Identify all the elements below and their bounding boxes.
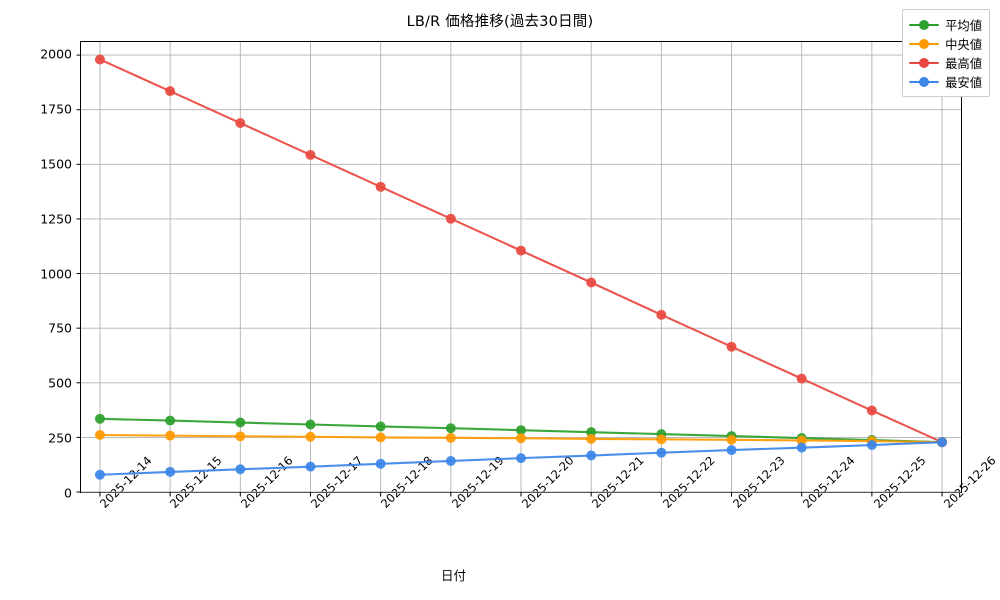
data-point-marker: [445, 432, 456, 443]
data-point-marker: [726, 434, 737, 445]
legend-dot-icon: [919, 76, 930, 87]
y-tick-label: 500: [48, 375, 72, 391]
x-tick-label: 2025-12-16: [237, 453, 296, 511]
legend-dot-icon: [919, 38, 930, 49]
data-point-marker: [445, 456, 456, 466]
x-tick-label: 2025-12-14: [97, 453, 155, 511]
data-point-marker: [726, 445, 737, 456]
data-point-marker: [866, 440, 877, 451]
y-tick-label: 250: [48, 430, 72, 446]
data-point-marker: [586, 277, 597, 288]
x-tick-label: 2025-12-22: [659, 453, 718, 511]
data-point-marker: [445, 423, 456, 434]
y-tick-label: 0: [64, 485, 72, 501]
data-point-marker: [94, 54, 105, 65]
x-tick-label: 2025-12-20: [519, 453, 577, 511]
data-point-marker: [165, 415, 176, 426]
data-point-marker: [235, 118, 246, 129]
legend-label: 最安値: [945, 75, 982, 90]
y-tick-label: 1750: [40, 101, 72, 117]
y-tick-label: 750: [48, 320, 72, 336]
data-point-marker: [656, 447, 667, 458]
data-series-layer: [94, 54, 948, 480]
legend-item-最高値[interactable]: 最高値: [909, 53, 982, 72]
plot-area: [76, 41, 962, 497]
data-point-marker: [726, 341, 737, 352]
x-tick-label: 2025-12-25: [870, 453, 929, 511]
data-point-marker: [445, 213, 456, 224]
data-point-marker: [375, 432, 386, 443]
x-tick-label: 2025-12-19: [448, 453, 507, 511]
data-point-marker: [796, 373, 807, 384]
data-point-marker: [796, 435, 807, 446]
data-point-marker: [656, 309, 667, 320]
data-point-marker: [375, 421, 386, 432]
legend-label: 最高値: [945, 56, 982, 71]
y-tick-label: 1500: [40, 156, 72, 172]
x-tick-label: 2025-12-17: [308, 453, 366, 511]
data-point-marker: [94, 430, 105, 440]
chart-title: LB/R 価格推移(過去30日間): [406, 14, 594, 30]
data-point-marker: [165, 86, 176, 97]
x-tick-label: 2025-12-24: [800, 453, 858, 511]
x-axis-label: 日付: [441, 568, 467, 583]
x-tick-label: 2025-12-23: [730, 453, 788, 511]
legend-swatch-icon: [909, 56, 940, 70]
data-point-marker: [305, 431, 316, 442]
data-point-marker: [94, 413, 105, 424]
x-tick-label: 2025-12-15: [167, 453, 225, 511]
legend-item-最安値[interactable]: 最安値: [909, 72, 982, 91]
data-point-marker: [375, 181, 386, 192]
legend-swatch-icon: [909, 75, 940, 89]
legend-item-平均値[interactable]: 平均値: [909, 15, 982, 34]
legend-dot-icon: [919, 19, 930, 30]
data-point-marker: [937, 437, 948, 448]
legend-swatch-icon: [909, 37, 940, 51]
data-point-marker: [165, 466, 176, 477]
data-point-marker: [586, 450, 597, 461]
x-tick-label: 2025-12-21: [589, 453, 647, 511]
data-point-marker: [305, 149, 316, 160]
legend-dot-icon: [919, 57, 930, 68]
data-point-marker: [235, 431, 246, 442]
data-point-marker: [516, 453, 526, 464]
data-point-marker: [235, 464, 246, 475]
data-point-marker: [516, 245, 526, 256]
data-point-marker: [305, 419, 316, 430]
y-tick-label: 2000: [40, 46, 72, 62]
data-point-marker: [305, 461, 316, 472]
data-point-marker: [516, 433, 526, 444]
y-tick-label: 1000: [40, 266, 72, 282]
data-point-marker: [165, 430, 176, 441]
y-tick-label: 1250: [40, 211, 72, 227]
data-point-marker: [656, 434, 667, 445]
data-point-marker: [235, 417, 246, 428]
x-tick-label: 2025-12-18: [378, 453, 436, 511]
data-point-marker: [796, 442, 807, 453]
data-point-marker: [866, 405, 877, 416]
legend-label: 平均値: [945, 18, 982, 33]
data-point-marker: [375, 458, 386, 469]
x-tick-label: 2025-12-26: [941, 453, 999, 511]
data-point-marker: [586, 433, 597, 444]
legend-label: 中央値: [945, 37, 982, 52]
data-point-marker: [94, 469, 105, 480]
chart-legend: 平均値中央値最高値最安値: [902, 9, 990, 97]
legend-swatch-icon: [909, 18, 940, 32]
legend-item-中央値[interactable]: 中央値: [909, 34, 982, 53]
data-point-marker: [516, 425, 526, 436]
